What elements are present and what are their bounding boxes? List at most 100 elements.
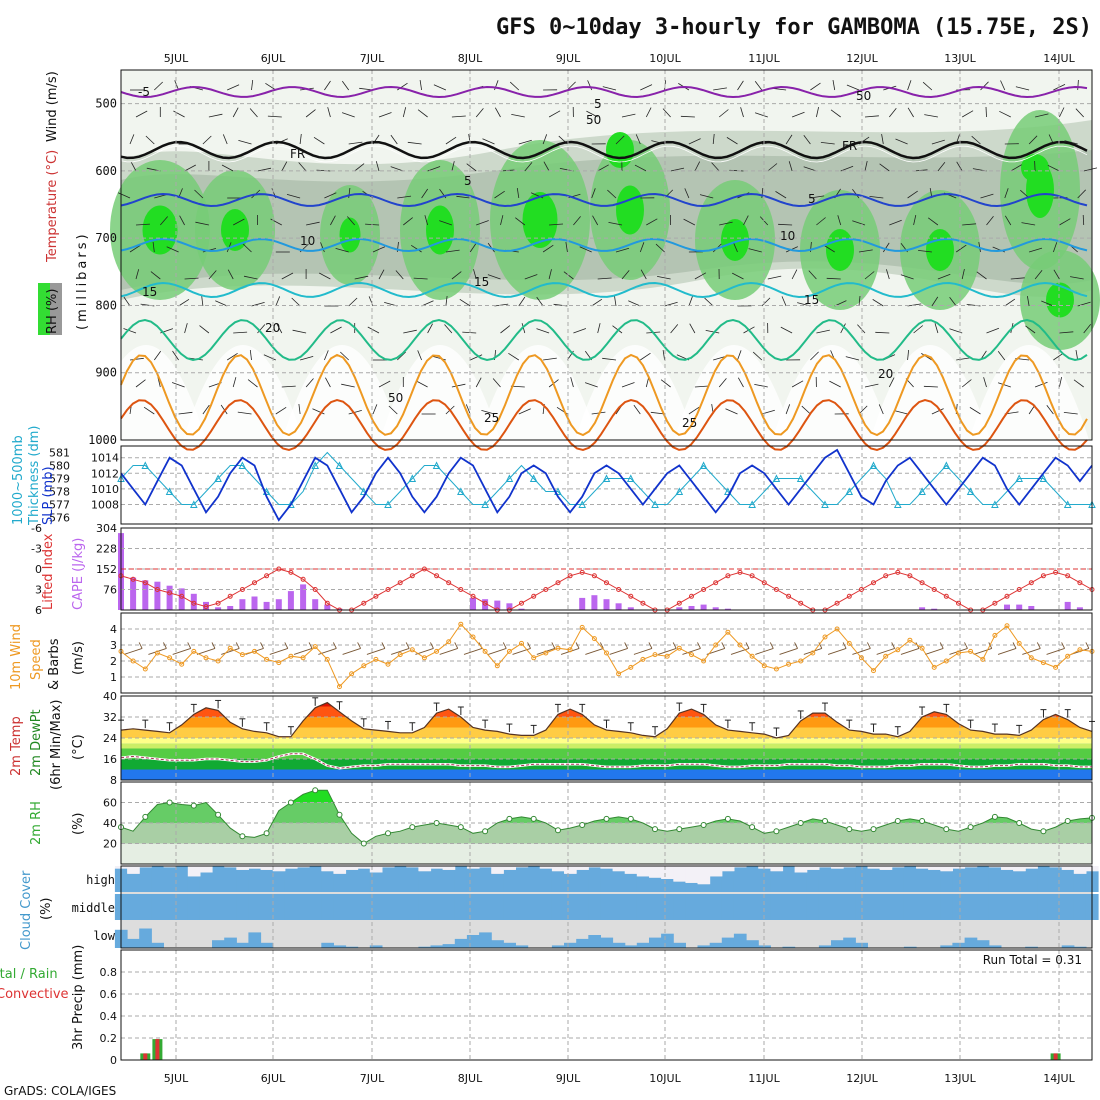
cloud-bar-middle [284,894,298,920]
wind10-point [579,624,585,630]
thickness-tick-579: 579 [49,473,70,486]
thickness-point [578,500,587,508]
wind10-point [191,648,197,654]
rh-fill [121,843,1092,864]
wind-barb [682,647,701,655]
cloud-bar-middle [139,894,152,920]
bottom-day-9JUL: 9JUL [556,1072,581,1085]
cloud-bar-middle [321,894,334,920]
cloud-bar-high [175,866,189,892]
bottom-day-12JUL: 12JUL [846,1072,878,1085]
thickness-tick-578: 578 [49,486,70,499]
thickness-point [966,487,975,495]
lifted-label: Lifted Index [41,533,56,610]
lifted-point [640,600,646,606]
cape-bar [494,600,501,610]
wind-barb [512,647,531,655]
lifted-point [385,587,391,592]
cloud-bar-high [697,884,711,892]
footer-credit: GrADS: COLA/IGES [4,1084,116,1098]
cape-bar [154,581,161,610]
cloud-bar-middle [382,894,395,920]
wind10-point [919,645,925,651]
li-tick-6: 6 [35,604,42,617]
thickness-point [165,487,174,495]
lifted-point [519,600,524,606]
lifted-point [567,573,573,579]
rh-point [870,826,877,833]
wind-barb [342,647,361,655]
cloud-bar-high [394,866,407,892]
lifted-point [737,569,743,575]
contour-label-purple: -5 [138,85,150,99]
cloud-bar-high [855,866,868,892]
cloud-bar-middle [418,894,432,920]
top-day-7JUL: 7JUL [360,52,385,65]
lifted-point [167,590,173,596]
wind10-point [276,660,282,666]
cloud-bar-high [709,876,723,892]
rh-point [894,818,901,824]
wind10-point [239,652,245,658]
pressure-tick-800: 800 [95,298,117,312]
cloud-bar-high [988,867,1002,892]
wind10-point [931,664,937,670]
cloud-bar-low [746,940,759,948]
rh-point [822,818,828,824]
wind10-point [130,658,136,664]
cape-tick-152: 152 [96,563,117,576]
wind10-point [992,632,998,638]
cloud-bar-low [673,942,686,948]
cape-bar [1064,601,1071,610]
contour-label-10b: 10 [780,229,795,243]
thickness-point [238,461,247,469]
cloud-bar-low [479,932,492,948]
cloud-bar-high [479,867,492,892]
rh-point [312,787,319,794]
wind10-point [543,650,549,656]
rh-shading [86,110,1100,440]
precip-tick-0.2: 0.2 [100,1032,118,1045]
cape-bar [579,597,586,610]
temp-label-a: 2m Temp [9,716,24,776]
upper-air-panel: 500 600 700 800 900 1000 -5 5 FR FR 5 5 10 10… [86,69,1100,452]
lifted-point [628,593,634,599]
cape-bar [312,599,319,610]
wind10-point [337,684,342,690]
cloud-bar-middle [187,894,201,920]
cloud-bar-high [564,873,577,892]
precip-total-label: Total / Rain [0,967,58,982]
cloud-bar-high [297,867,310,892]
slp-tick-1010: 1010 [91,483,119,496]
cloud-bar-high [976,866,990,892]
cloud-bar-low [782,946,796,948]
wind10-point [506,648,512,654]
cloud-bar-low [709,942,723,948]
cloud-bar-middle [709,894,723,920]
cloud-bar-middle [357,894,371,920]
wind-barb [221,647,240,655]
contour-25 [120,353,1088,437]
cloud-bar-middle [406,894,419,920]
temp-label-b: 2m DewPt [29,709,44,776]
contour-label-5: 5 [464,174,472,188]
cloud-bar-high [673,881,686,892]
wind-barb [876,647,895,655]
lifted-point [1028,580,1034,586]
wind10-point [834,626,840,632]
cloud-bar-middle [1025,894,1038,920]
lifted-point [421,566,427,572]
wind10-point [798,658,804,664]
lifted-point [701,587,707,592]
wind10-point [385,661,391,667]
bottom-day-11JUL: 11JUL [748,1072,780,1085]
cloud-bar-middle [1073,894,1087,920]
cloud-bar-middle [964,894,978,920]
cloud-level-low: low [93,929,115,943]
wind-tick-3: 3 [110,639,117,652]
lifted-point [1004,593,1010,599]
wind10-label-b: Speed [29,639,44,680]
precip-label: 3hr Precip (mm) [71,945,86,1050]
cloud-bar-middle [770,894,784,920]
lifted-point [276,566,282,572]
